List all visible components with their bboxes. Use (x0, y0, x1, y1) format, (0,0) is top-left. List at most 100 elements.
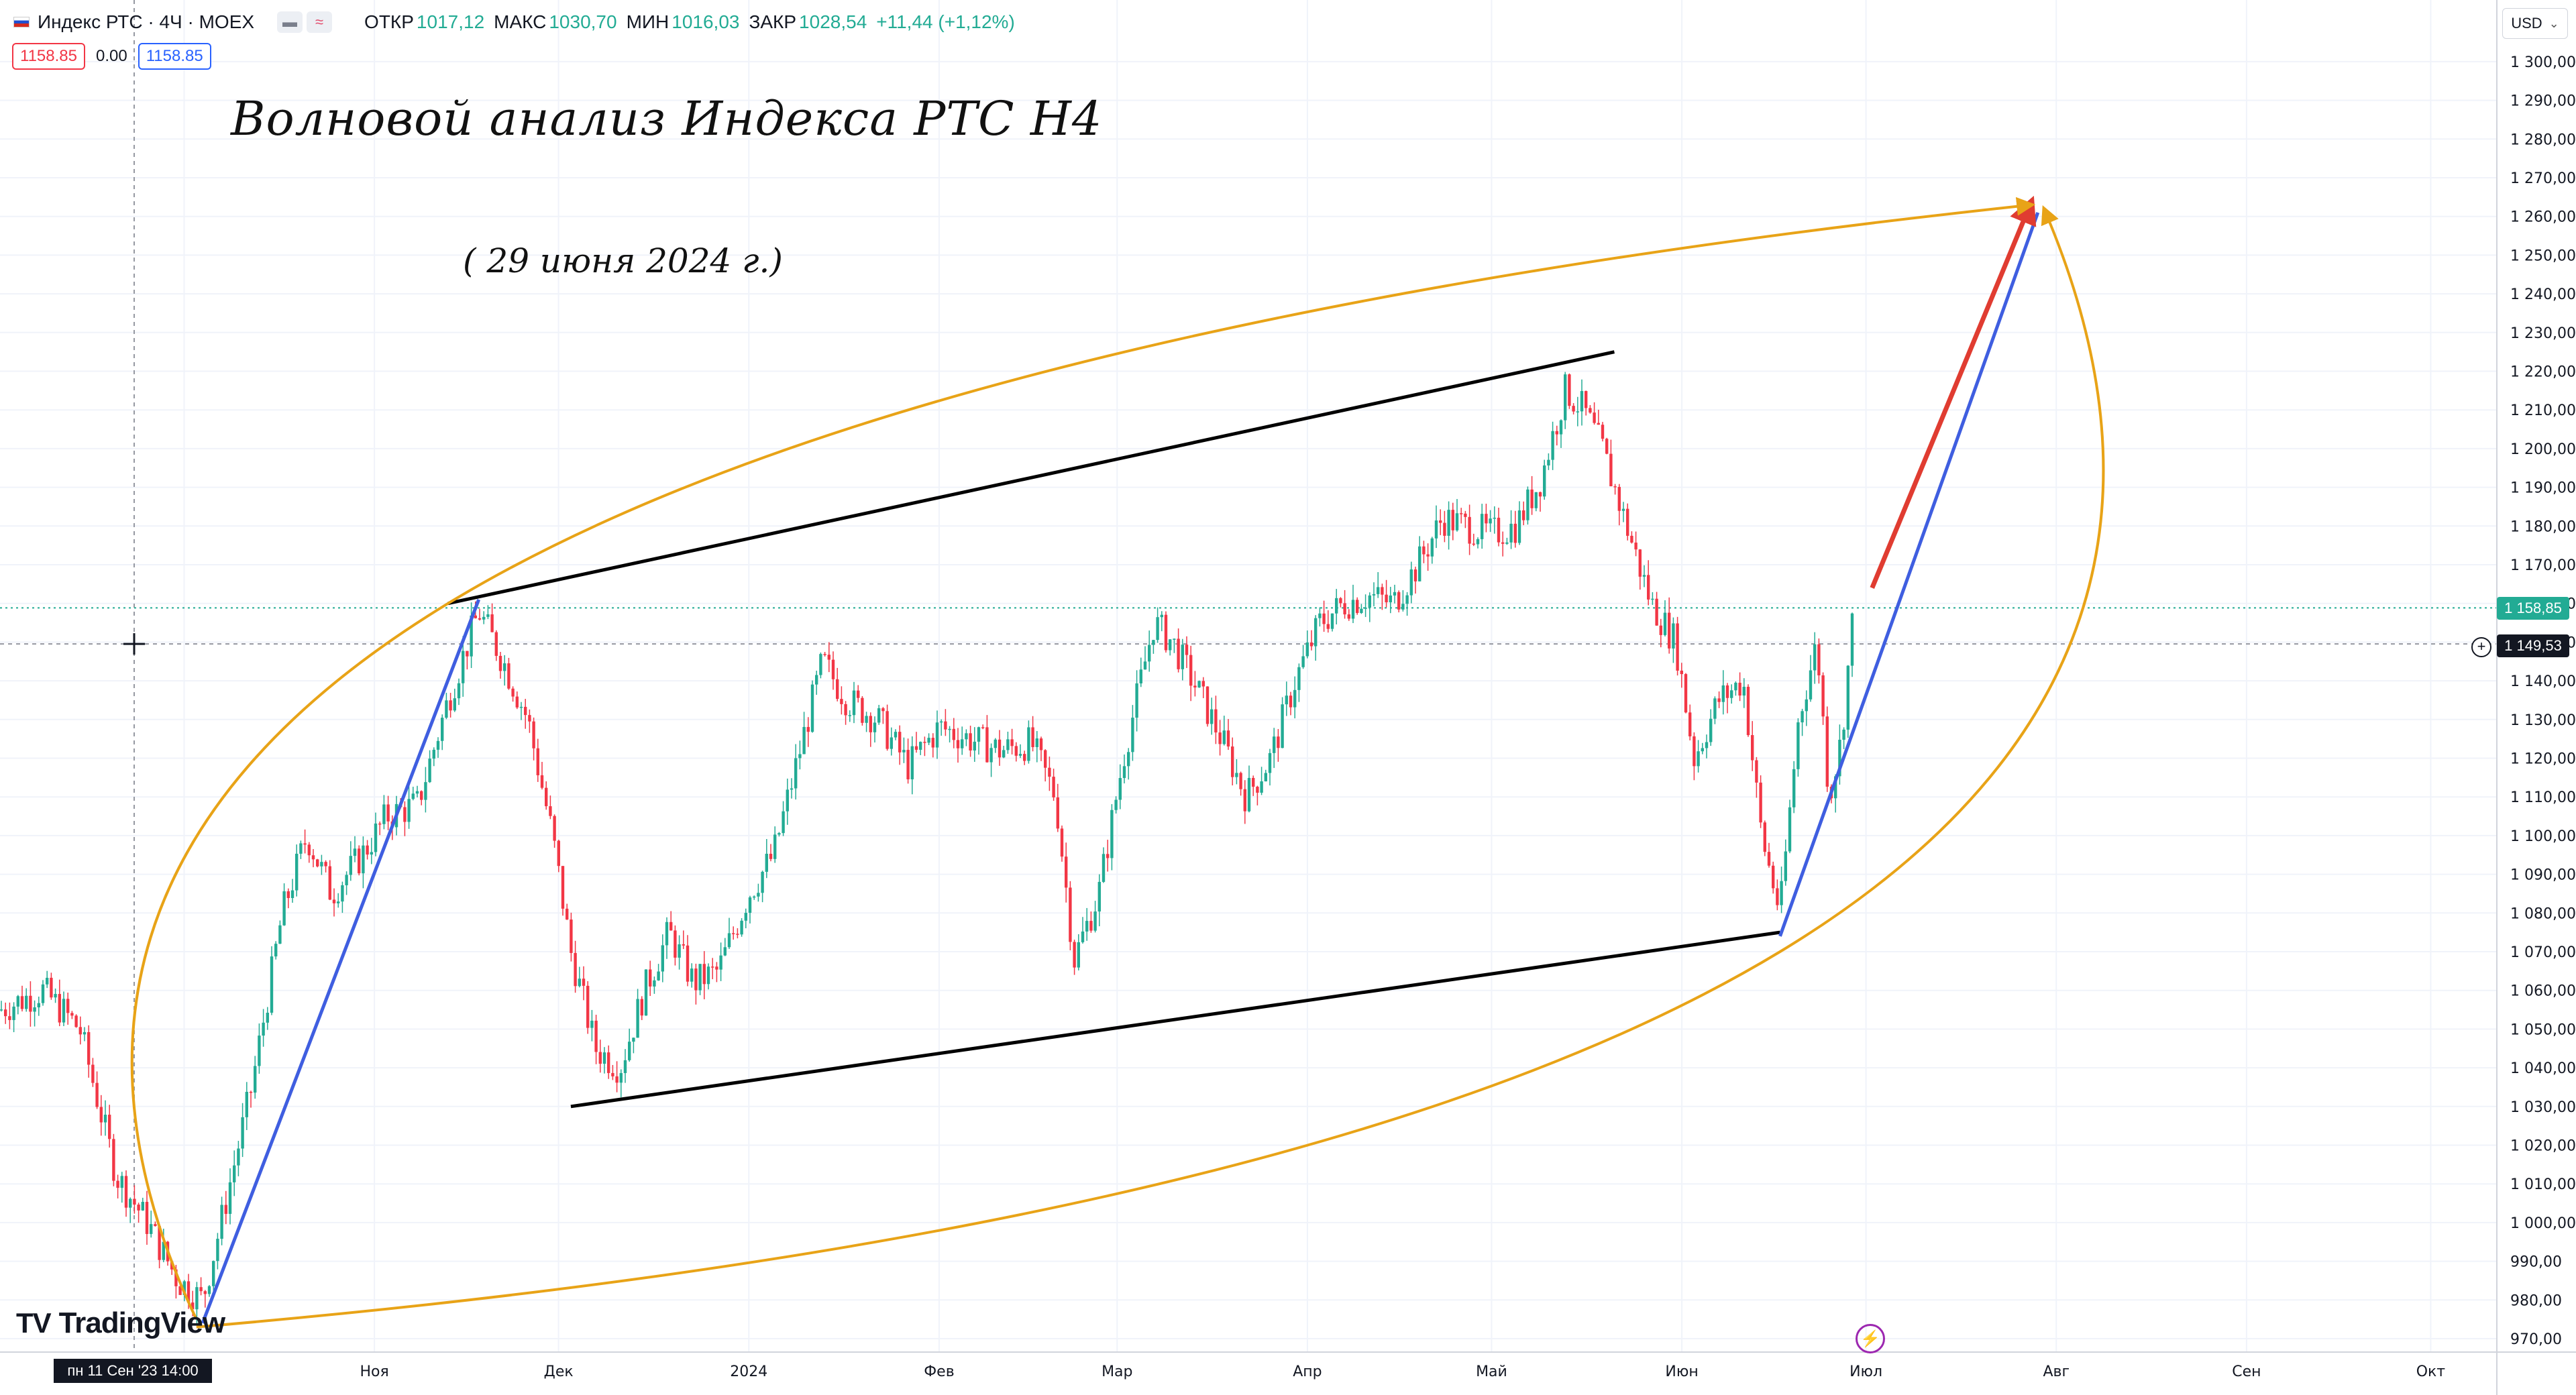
wave-icon[interactable]: ≈ (307, 11, 333, 33)
candle-body (220, 1205, 223, 1239)
candle-body (453, 698, 456, 711)
candle-body (1593, 412, 1596, 423)
candle-body (1642, 575, 1646, 577)
currency-select[interactable]: USD ⌄ (2502, 8, 2568, 39)
symbol-title[interactable]: Индекс РТС · 4Ч · MOEX (38, 11, 255, 32)
candle-body (1780, 881, 1783, 905)
annotation-title[interactable]: Волновой анализ Индекса РТС Н4 (231, 91, 1103, 146)
drawing-layer (130, 195, 2105, 1329)
candle-body (1422, 546, 1426, 555)
candle-body (1073, 942, 1076, 968)
candle-body (1326, 624, 1330, 629)
candle-body (150, 1224, 153, 1234)
y-tick-label: 1 170,00 (2510, 557, 2576, 574)
candle-body (382, 804, 386, 824)
candle-body (956, 740, 960, 748)
candle-body (1397, 592, 1401, 610)
add-alert-icon[interactable]: + (2471, 637, 2491, 657)
candle-body (973, 741, 976, 751)
candle-body (549, 806, 552, 816)
candle-body (228, 1182, 232, 1214)
candle-body (1110, 810, 1114, 858)
candle-body (1426, 554, 1430, 557)
candle-body (1197, 681, 1201, 688)
annotation-date[interactable]: ( 29 июня 2024 г.) (463, 241, 783, 280)
candle-body (686, 945, 690, 982)
low-value: 1016,03 (672, 11, 740, 32)
hide-legend-icon[interactable]: ▬ (277, 11, 303, 33)
candle-body (362, 845, 365, 874)
candle-body (1693, 736, 1696, 767)
candle-body (1235, 773, 1238, 777)
candle-body (570, 919, 573, 953)
candle-body (1122, 766, 1126, 779)
candle-body (711, 966, 714, 968)
buy-button[interactable]: 1158.85 (138, 43, 211, 70)
y-tick-label: 1 220,00 (2510, 364, 2576, 381)
candle-body (1347, 614, 1350, 619)
candle-body (1039, 738, 1043, 750)
candle-body (1339, 598, 1342, 604)
candle-body (1585, 391, 1588, 408)
y-tick-label: 1 080,00 (2510, 905, 2576, 922)
candle-body (553, 816, 556, 841)
candle-body (29, 995, 32, 1012)
candle-body (1572, 406, 1575, 412)
candle-body (1139, 669, 1142, 683)
candle-body (216, 1239, 219, 1262)
candle-body (819, 654, 822, 675)
candle-body (278, 925, 282, 944)
flash-icon[interactable]: ⚡ (1856, 1324, 1885, 1353)
candle-body (1173, 638, 1176, 640)
candle-body (1468, 516, 1471, 544)
candle-body (590, 1020, 594, 1028)
candle-body (1784, 851, 1787, 881)
legend-toggle-group: ▬ ≈ (277, 11, 336, 33)
candle-body (669, 922, 673, 931)
candle-body (490, 614, 494, 632)
candlestick-series (0, 372, 1854, 1324)
candle-body (4, 1009, 7, 1017)
candle-body (727, 933, 731, 948)
candle-body (1131, 718, 1134, 752)
candle-body (1314, 618, 1318, 647)
candle-body (623, 1060, 627, 1073)
y-tick-label: 1 070,00 (2510, 944, 2576, 961)
candle-body (869, 716, 872, 732)
candle-body (1065, 856, 1068, 888)
candle-body (723, 947, 727, 956)
candle-body (919, 742, 922, 750)
sell-button[interactable]: 1158.85 (12, 43, 85, 70)
y-tick-label: 1 200,00 (2510, 441, 2576, 458)
candle-body (1713, 698, 1717, 719)
candle-body (282, 891, 286, 926)
candle-body (1189, 655, 1193, 686)
candle-body (295, 853, 299, 891)
candle-body (424, 782, 427, 800)
candle-body (95, 1082, 99, 1107)
candle-body (1273, 736, 1276, 753)
candle-body (1555, 431, 1558, 435)
candle-body (678, 944, 681, 958)
candle-body (1663, 612, 1667, 635)
candle-body (1734, 682, 1737, 691)
candle-body (1364, 607, 1367, 609)
candle-body (1214, 709, 1218, 733)
candle-body (1834, 776, 1837, 799)
candle-body (1177, 638, 1180, 669)
y-tick-label: 1 100,00 (2510, 828, 2576, 845)
tradingview-logo[interactable]: TV TradingView (16, 1306, 225, 1340)
y-tick-label: 1 190,00 (2510, 480, 2576, 497)
candle-body (1081, 931, 1085, 942)
candle-body (640, 999, 643, 1016)
candle-body (457, 683, 461, 699)
candle-body (1377, 587, 1380, 594)
candle-body (233, 1165, 236, 1182)
candle-body (736, 934, 739, 935)
candle-body (299, 843, 303, 854)
candle-body (1705, 742, 1709, 748)
candle-body (1018, 754, 1022, 756)
candle-body (773, 834, 777, 859)
candle-body (690, 968, 694, 982)
